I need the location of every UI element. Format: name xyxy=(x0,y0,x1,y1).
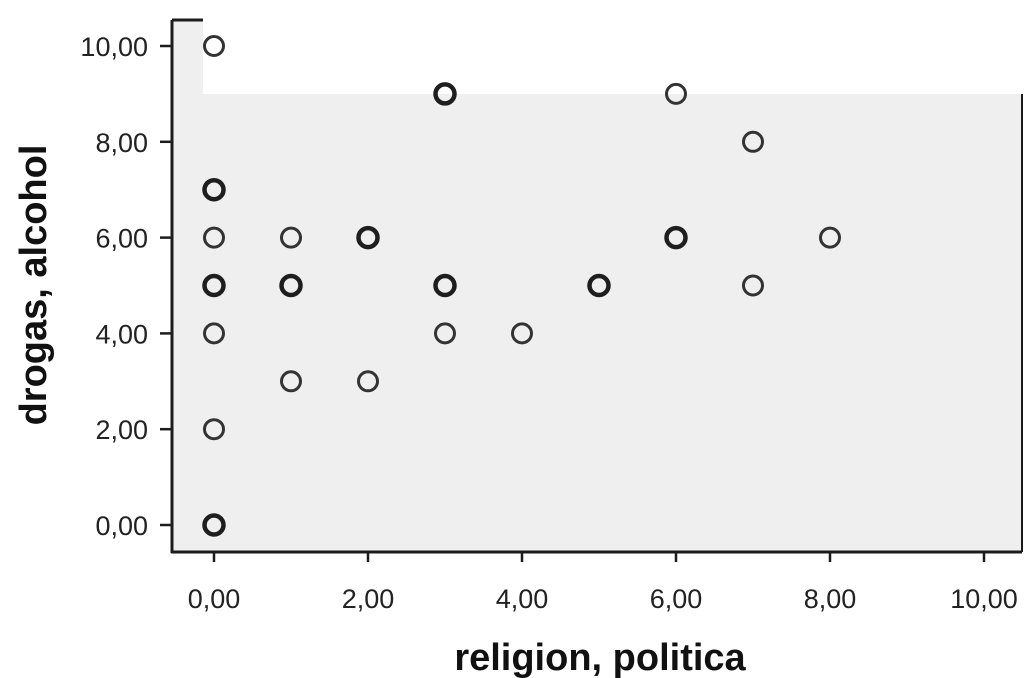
y-axis-title: drogas, alcohol xyxy=(13,145,55,426)
points-layer xyxy=(202,35,841,537)
data-point-17 xyxy=(664,225,688,250)
data-point-4 xyxy=(203,226,225,249)
y-tick-label-2: 4,00 xyxy=(95,319,148,349)
data-point-14 xyxy=(433,82,457,106)
data-point-2 xyxy=(203,322,225,345)
x-tick-label-3: 6,00 xyxy=(650,584,703,614)
data-point-10 xyxy=(357,370,379,393)
data-point-12 xyxy=(434,322,456,345)
x-tick-label-2: 4,00 xyxy=(496,584,549,614)
axes-layer: 0,00 2,00 4,00 6,00 8,00 10,00 0,00 2,00 4,00 6,0… xyxy=(80,18,1023,614)
data-point-15 xyxy=(511,322,533,345)
y-tick-label-0: 0,00 xyxy=(95,511,148,541)
data-point-16 xyxy=(587,273,611,298)
data-point-13 xyxy=(433,273,457,298)
data-point-0 xyxy=(202,513,226,537)
y-tick-label-1: 2,00 xyxy=(95,415,148,445)
data-point-7 xyxy=(280,370,302,393)
data-point-1 xyxy=(203,418,225,441)
data-point-5 xyxy=(202,177,226,202)
occluding-panel xyxy=(203,0,1027,94)
x-tick-label-0: 0,00 xyxy=(188,584,241,614)
data-point-20 xyxy=(742,130,764,153)
data-point-9 xyxy=(280,226,302,249)
data-point-11 xyxy=(356,225,380,250)
data-point-3 xyxy=(202,273,226,298)
y-tick-label-3: 6,00 xyxy=(95,224,148,254)
x-axis-title: religion, politica xyxy=(454,637,746,678)
x-tick-label-5: 10,00 xyxy=(950,584,1018,614)
data-point-6 xyxy=(203,35,225,57)
y-tick-label-5: 10,00 xyxy=(80,32,148,62)
data-point-8 xyxy=(279,273,303,298)
data-point-19 xyxy=(742,274,764,297)
x-tick-label-1: 2,00 xyxy=(342,584,395,614)
plot-area xyxy=(172,20,1022,552)
y-tick-label-4: 8,00 xyxy=(95,128,148,158)
data-point-21 xyxy=(819,226,841,249)
x-tick-label-4: 8,00 xyxy=(804,584,857,614)
data-point-18 xyxy=(665,82,687,105)
